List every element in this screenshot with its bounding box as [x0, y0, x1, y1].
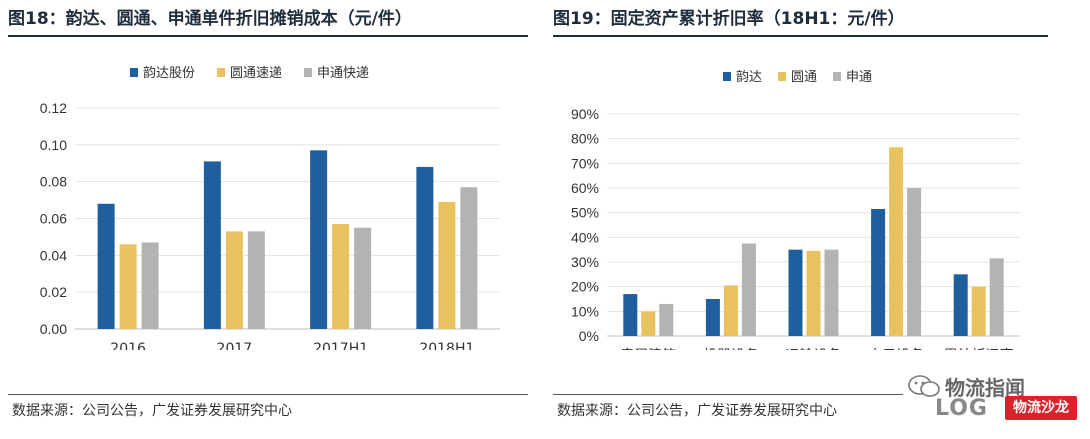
y-tick-label: 80% [571, 131, 599, 147]
legend-swatch [833, 72, 841, 81]
bar [705, 299, 720, 336]
y-tick-label: 90% [571, 106, 599, 122]
legend-swatch [217, 68, 225, 77]
bar [806, 250, 821, 336]
x-tick-label: 2017 [217, 341, 253, 350]
y-tick-label: 0.02 [40, 284, 67, 300]
y-tick-label: 0% [579, 328, 599, 344]
legend-swatch [778, 72, 786, 81]
bar [741, 243, 756, 336]
bar [97, 203, 115, 329]
y-tick-label: 0.06 [40, 211, 67, 227]
y-tick-label: 0.08 [40, 174, 67, 190]
title-rule [8, 35, 528, 37]
bar [659, 303, 674, 336]
bar [416, 166, 434, 329]
x-tick-label: 电子设备 [868, 347, 924, 350]
bar [354, 227, 372, 329]
bar [247, 231, 265, 329]
y-tick-label: 0.04 [40, 247, 67, 263]
y-tick-label: 50% [571, 205, 599, 221]
depreciation-cost-chart: 0.00 0.02 0.04 0.06 0.08 0.10 0.12 2016 2017 2017… [40, 66, 500, 350]
x-tick-label: 机器设备 [703, 347, 759, 350]
legend-swatch [723, 72, 731, 81]
chart-title: 图19：固定资产累计折旧率（18H1：元/件） [553, 9, 905, 29]
bar [623, 294, 638, 336]
bar [989, 258, 1004, 336]
y-tick-label: 10% [571, 303, 599, 319]
y-tick-label: 0.10 [40, 137, 67, 153]
bar [203, 161, 221, 329]
source-note: 数据来源：公司公告，广发证券发展研究中心 [557, 403, 837, 419]
bar [971, 286, 986, 336]
x-tick-label: 运输设备 [786, 347, 842, 350]
bar [460, 187, 478, 329]
y-tick-label: 30% [571, 254, 599, 270]
title-rule [553, 35, 1048, 37]
x-tick-label: 房屋建筑 [620, 348, 676, 350]
x-tick-label: 2018H1 [419, 341, 474, 350]
bar [824, 249, 839, 336]
chart-panel-left: 图18：韵达、圆通、申通单件折旧摊销成本（元/件） 0.00 0.02 0.04 0.… [0, 0, 530, 439]
legend-swatch [304, 68, 312, 77]
bar [438, 201, 456, 329]
bar [788, 249, 803, 336]
y-tick-label: 60% [571, 180, 599, 196]
legend-entry: 韵达 [736, 70, 762, 85]
bar [225, 231, 243, 329]
bar [310, 150, 328, 329]
legend-entry: 申通快递 [317, 66, 369, 81]
x-tick-label: 累计折旧率 [944, 347, 1014, 350]
bar [889, 147, 904, 336]
legend-entry: 圆通 [791, 70, 817, 85]
chart-panel-right: 图19：固定资产累计折旧率（18H1：元/件） 0% 10% 20% 30% 40% 50… [545, 0, 1090, 439]
x-tick-label: 2017H1 [313, 341, 368, 350]
bar [723, 285, 738, 336]
wechat-icon [908, 375, 940, 397]
depreciation-rate-chart: 0% 10% 20% 30% 40% 50% 60% 70% 80% 90% 房屋建筑 机器设备 运输设… [571, 70, 1020, 350]
legend-entry: 圆通速递 [230, 66, 282, 81]
source-rule [553, 394, 903, 395]
x-tick-label: 2016 [110, 341, 146, 350]
bar [332, 224, 350, 329]
chart-title: 图18：韵达、圆通、申通单件折旧摊销成本（元/件） [8, 9, 412, 29]
legend-swatch [130, 68, 138, 77]
bar [119, 244, 137, 329]
source-note: 数据来源：公司公告，广发证券发展研究中心 [12, 403, 292, 419]
legend-entry: 韵达股份 [143, 66, 195, 81]
y-tick-label: 0.12 [40, 100, 67, 116]
y-tick-label: 20% [571, 279, 599, 295]
watermark-logo: LOG [935, 396, 988, 421]
legend-entry: 申通 [846, 70, 872, 85]
watermark: 物流指闻 LOG 物流沙龙 [905, 372, 1085, 432]
watermark-badge: 物流沙龙 [1005, 396, 1077, 420]
y-tick-label: 70% [571, 155, 599, 171]
bar [871, 208, 886, 336]
bar [907, 188, 922, 336]
bar [953, 274, 968, 336]
bar [141, 242, 159, 329]
source-rule [8, 394, 528, 395]
y-tick-label: 0.00 [40, 321, 67, 337]
y-tick-label: 40% [571, 229, 599, 245]
bar [641, 311, 656, 336]
